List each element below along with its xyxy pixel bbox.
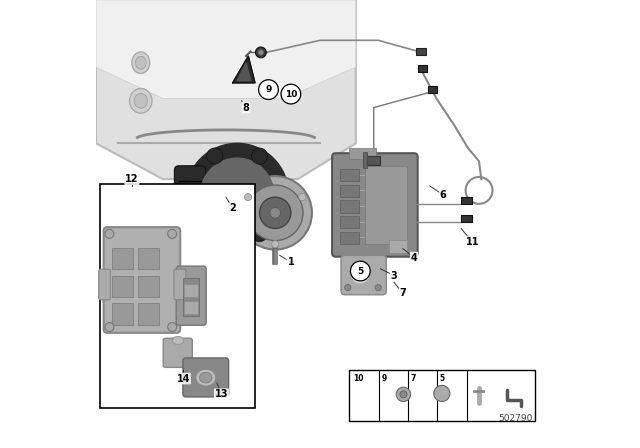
Bar — [461, 215, 472, 222]
Bar — [100, 184, 255, 408]
Circle shape — [105, 229, 114, 238]
Circle shape — [260, 197, 291, 228]
Ellipse shape — [132, 52, 150, 73]
Bar — [428, 86, 437, 93]
Text: 2: 2 — [229, 203, 236, 213]
Bar — [184, 278, 199, 316]
Circle shape — [351, 264, 370, 284]
Circle shape — [344, 284, 351, 291]
Circle shape — [375, 284, 381, 291]
Text: 9: 9 — [381, 374, 387, 383]
Bar — [418, 65, 427, 72]
Text: 8: 8 — [243, 103, 250, 112]
Circle shape — [270, 207, 280, 218]
Bar — [340, 232, 359, 244]
Circle shape — [281, 84, 301, 104]
Polygon shape — [96, 0, 356, 179]
Ellipse shape — [136, 56, 146, 69]
Text: 10: 10 — [353, 374, 364, 383]
Circle shape — [105, 323, 114, 332]
Text: 7: 7 — [410, 374, 415, 383]
Ellipse shape — [200, 372, 212, 383]
Bar — [417, 48, 426, 55]
Text: 3: 3 — [390, 271, 397, 280]
Polygon shape — [96, 0, 356, 99]
Text: 5: 5 — [440, 374, 445, 383]
Circle shape — [396, 387, 411, 401]
Circle shape — [168, 229, 177, 238]
Bar — [138, 303, 159, 325]
Bar — [349, 148, 376, 159]
Circle shape — [248, 185, 303, 241]
Text: 1: 1 — [287, 257, 294, 267]
Text: 7: 7 — [399, 289, 406, 298]
Text: 502790: 502790 — [499, 414, 533, 423]
Bar — [340, 169, 359, 181]
Circle shape — [252, 226, 268, 242]
Bar — [340, 185, 359, 197]
Text: 6: 6 — [440, 190, 447, 200]
FancyBboxPatch shape — [341, 255, 387, 295]
Circle shape — [168, 323, 177, 332]
Circle shape — [271, 241, 279, 248]
FancyBboxPatch shape — [174, 166, 206, 211]
Bar — [112, 248, 133, 269]
Circle shape — [244, 194, 252, 201]
Polygon shape — [200, 158, 274, 232]
Bar — [389, 240, 408, 253]
FancyBboxPatch shape — [332, 153, 418, 257]
Bar — [461, 197, 472, 204]
Bar — [112, 303, 133, 325]
FancyBboxPatch shape — [99, 269, 110, 300]
Circle shape — [207, 148, 223, 164]
Bar — [340, 216, 359, 228]
Bar — [138, 276, 159, 297]
Ellipse shape — [196, 369, 216, 386]
Bar — [184, 284, 198, 297]
Circle shape — [239, 176, 312, 250]
FancyBboxPatch shape — [163, 338, 192, 367]
FancyBboxPatch shape — [174, 269, 186, 300]
Bar — [112, 276, 133, 297]
Bar — [365, 166, 408, 244]
Text: 4: 4 — [411, 253, 417, 263]
Ellipse shape — [172, 336, 184, 345]
Polygon shape — [233, 56, 255, 83]
FancyBboxPatch shape — [104, 227, 180, 333]
Circle shape — [252, 148, 268, 164]
FancyBboxPatch shape — [176, 266, 206, 325]
Bar — [349, 370, 535, 421]
Ellipse shape — [134, 94, 148, 108]
Text: 14: 14 — [177, 374, 190, 383]
FancyBboxPatch shape — [183, 358, 228, 397]
Bar — [184, 301, 198, 314]
Polygon shape — [186, 143, 289, 246]
Circle shape — [258, 50, 264, 55]
Bar — [340, 200, 359, 213]
Text: 9: 9 — [266, 85, 271, 94]
Circle shape — [299, 194, 306, 201]
Circle shape — [434, 385, 450, 401]
Text: 5: 5 — [357, 267, 364, 276]
Text: 12: 12 — [125, 174, 139, 184]
Bar — [138, 248, 159, 269]
Circle shape — [255, 47, 266, 58]
Text: 11: 11 — [465, 237, 479, 247]
Circle shape — [207, 226, 223, 242]
Text: 13: 13 — [214, 389, 228, 399]
Circle shape — [259, 80, 278, 99]
Circle shape — [351, 261, 370, 281]
Circle shape — [400, 391, 407, 398]
Bar — [367, 156, 380, 165]
Bar — [362, 152, 367, 168]
Ellipse shape — [130, 89, 152, 113]
Polygon shape — [237, 63, 251, 81]
Text: 10: 10 — [285, 90, 297, 99]
